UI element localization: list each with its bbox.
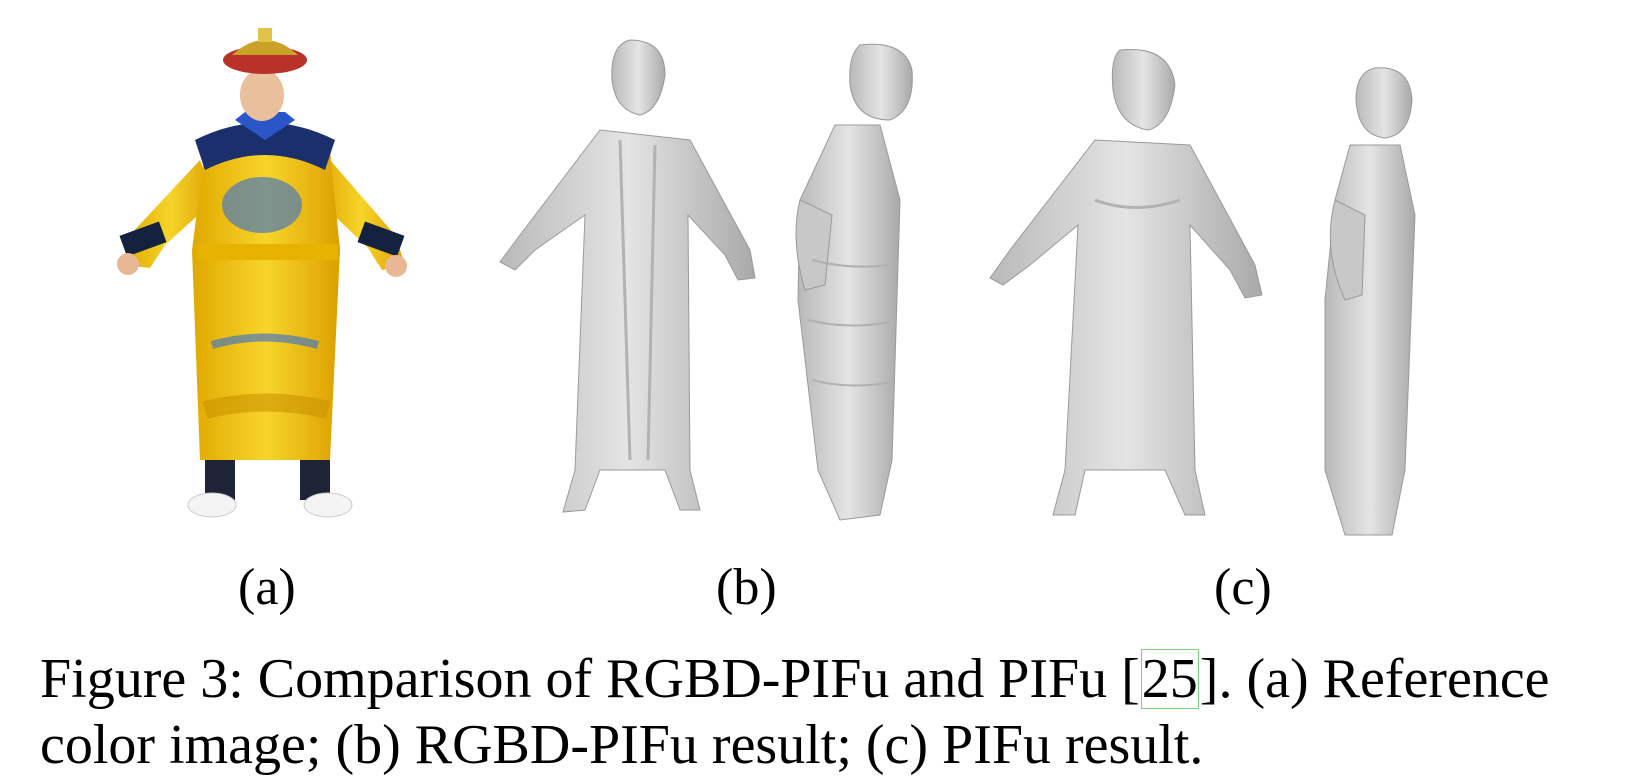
- panel-label-a: (a): [238, 559, 296, 616]
- reference-color-image: [117, 28, 407, 518]
- figure-caption: Figure 3: Comparison of RGBD-PIFu and PI…: [40, 646, 1620, 778]
- caption-suffix: ]. (a) Reference color image; (b) RGBD-P…: [40, 648, 1550, 776]
- rgbd-pifu-front-mesh: [499, 39, 756, 513]
- pifu-front-mesh: [989, 48, 1263, 516]
- rgbd-pifu-side-mesh: [795, 43, 913, 521]
- figure-3: (a) (b) (c): [117, 28, 1416, 616]
- figure-illustrations: [117, 28, 1416, 536]
- panel-label-c: (c): [1214, 559, 1272, 616]
- pifu-side-mesh: [1324, 67, 1416, 536]
- citation-link[interactable]: 25: [1140, 648, 1199, 710]
- caption-prefix: Figure 3: Comparison of RGBD-PIFu and PI…: [40, 648, 1140, 710]
- panel-label-b: (b): [716, 559, 777, 616]
